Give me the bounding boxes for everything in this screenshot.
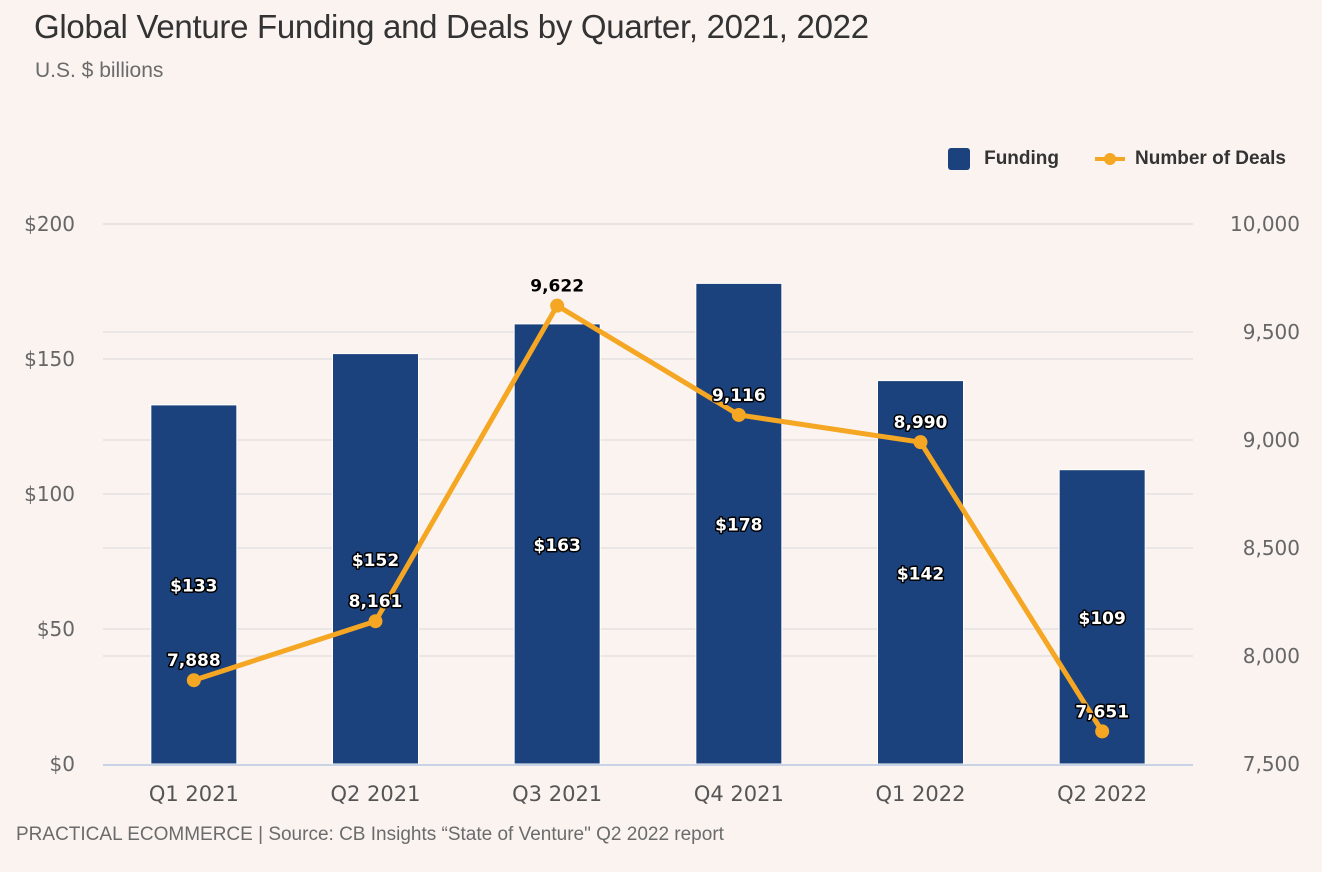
legend-item-funding[interactable]: Funding: [948, 148, 1059, 170]
marker-dot-icon: [1104, 153, 1117, 165]
funding-bar: [1058, 469, 1146, 765]
funding-data-label: $142: [897, 564, 944, 584]
x-tick-label: Q1 2022: [875, 782, 965, 806]
square-swatch-icon: [948, 148, 971, 170]
funding-bars: [150, 282, 1146, 765]
x-tick-label: Q3 2021: [512, 782, 602, 806]
x-axis-ticks: Q1 2021 Q2 2021 Q3 2021 Q4 2021 Q1 2022 Q2 20…: [149, 782, 1147, 806]
chart-subtitle: U.S. $ billions: [35, 59, 164, 82]
deals-data-label: 9,622: [530, 277, 584, 297]
gridlines-right: [103, 223, 1193, 657]
x-tick-label: Q2 2021: [330, 782, 420, 806]
deals-point: [550, 298, 565, 313]
legend: Funding Number of Deals: [948, 148, 1286, 170]
y-left-tick-label: $0: [50, 752, 75, 776]
y-right-tick-label: 9,000: [1243, 428, 1300, 452]
deals-data-label: 7,651: [1075, 702, 1129, 722]
x-tick-label: Q1 2021: [149, 782, 239, 806]
legend-item-deals[interactable]: Number of Deals: [1095, 148, 1286, 170]
y-left-tick-label: $150: [24, 347, 75, 371]
chart-title: Global Venture Funding and Deals by Quar…: [34, 8, 869, 45]
funding-data-label: $163: [534, 536, 581, 556]
deals-data-labels: 7,888 8,161 9,622 9,116 8,990 7,651: [165, 277, 1130, 724]
x-tick-label: Q4 2021: [694, 782, 784, 806]
funding-bar: [150, 404, 238, 765]
funding-bar: [513, 323, 601, 765]
funding-data-label: $178: [715, 516, 762, 536]
deals-data-label: 9,116: [712, 386, 766, 406]
deals-data-label: 7,888: [167, 651, 221, 671]
funding-data-labels: $133 $152 $163 $178 $142 $109: [169, 514, 1128, 630]
y-right-tick-label: 8,000: [1243, 644, 1300, 668]
source-credit: PRACTICAL ECOMMERCE | Source: CB Insight…: [16, 824, 724, 845]
y-axis-left-ticks: $0 $50 $100 $150 $200: [24, 212, 75, 776]
y-right-tick-label: 10,000: [1230, 212, 1300, 236]
deals-line: [186, 298, 1110, 739]
y-left-tick-label: $200: [24, 212, 75, 236]
funding-data-label: $133: [170, 576, 217, 596]
legend-label-funding: Funding: [984, 148, 1060, 169]
y-left-tick-label: $50: [37, 617, 75, 641]
gridlines-left: [103, 223, 1193, 630]
funding-bar: [332, 353, 419, 765]
y-left-tick-label: $100: [24, 482, 75, 506]
y-axis-right-ticks: 7,500 8,000 8,500 9,000 9,500 10,000: [1230, 212, 1300, 776]
deals-line-path: [193, 303, 1105, 733]
x-tick-label: Q2 2022: [1057, 782, 1147, 806]
y-right-tick-label: 7,500: [1243, 752, 1300, 776]
deals-point: [913, 435, 928, 450]
deals-point: [731, 407, 746, 422]
deals-point: [1095, 724, 1110, 739]
funding-data-label: $109: [1079, 609, 1126, 629]
y-right-tick-label: 8,500: [1243, 536, 1300, 560]
legend-label-deals: Number of Deals: [1135, 148, 1286, 169]
deals-point: [186, 673, 201, 688]
deals-point: [368, 614, 383, 629]
deals-data-label: 8,990: [894, 413, 948, 433]
y-right-tick-label: 9,500: [1243, 320, 1300, 344]
line-marker-icon: [1095, 153, 1126, 165]
deals-data-label: 8,161: [349, 592, 403, 612]
funding-data-label: $152: [352, 551, 399, 571]
